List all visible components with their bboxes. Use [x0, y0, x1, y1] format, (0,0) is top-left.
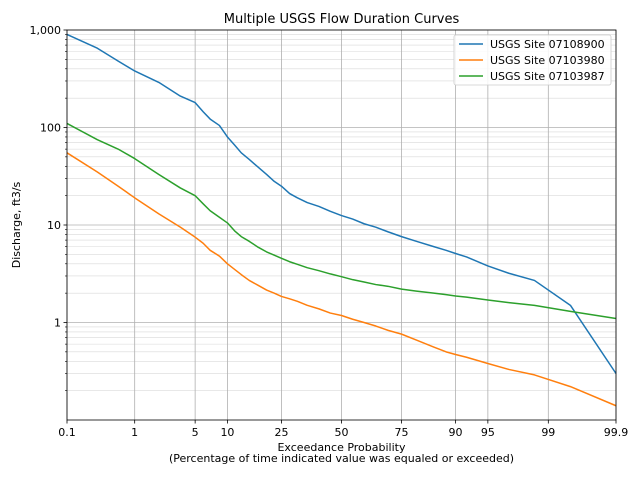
y-tick-label: 10 [47, 219, 61, 232]
x-tick-label: 0.1 [58, 426, 76, 439]
x-tick-label: 99 [541, 426, 555, 439]
series-line-2 [66, 152, 617, 407]
x-tick-label: 75 [395, 426, 409, 439]
x-axis-label: Exceedance Probability [277, 441, 405, 454]
legend-label-1: USGS Site 07108900 [490, 38, 605, 51]
x-tick-label: 95 [481, 426, 495, 439]
y-tick-label: 100 [40, 122, 61, 135]
x-axis: 0.1 1 5 10 25 50 75 90 95 99 99.9 [58, 420, 628, 439]
series-line-1 [66, 33, 617, 374]
y-tick-label: 1 [54, 317, 61, 330]
legend-label-3: USGS Site 07103987 [490, 70, 605, 83]
x-axis-sublabel: (Percentage of time indicated value was … [169, 452, 514, 465]
y-axis-label: Discharge, ft3/s [10, 181, 23, 268]
series-lines [66, 33, 617, 407]
x-tick-label: 90 [449, 426, 463, 439]
x-tick-label: 25 [274, 426, 288, 439]
legend-label-2: USGS Site 07103980 [490, 54, 605, 67]
series-line-3 [66, 122, 617, 320]
x-tick-label: 10 [220, 426, 234, 439]
x-tick-label: 50 [335, 426, 349, 439]
x-tick-label: 1 [131, 426, 138, 439]
chart-title: Multiple USGS Flow Duration Curves [224, 12, 460, 27]
y-axis: 1 10 100 1,000 [30, 24, 67, 391]
legend-box [453, 34, 612, 86]
y-tick-label: 1,000 [30, 24, 62, 37]
legend: USGS Site 07108900 USGS Site 07103980 USGS… [453, 34, 612, 86]
x-tick-label: 99.9 [604, 426, 629, 439]
x-tick-label: 5 [192, 426, 199, 439]
